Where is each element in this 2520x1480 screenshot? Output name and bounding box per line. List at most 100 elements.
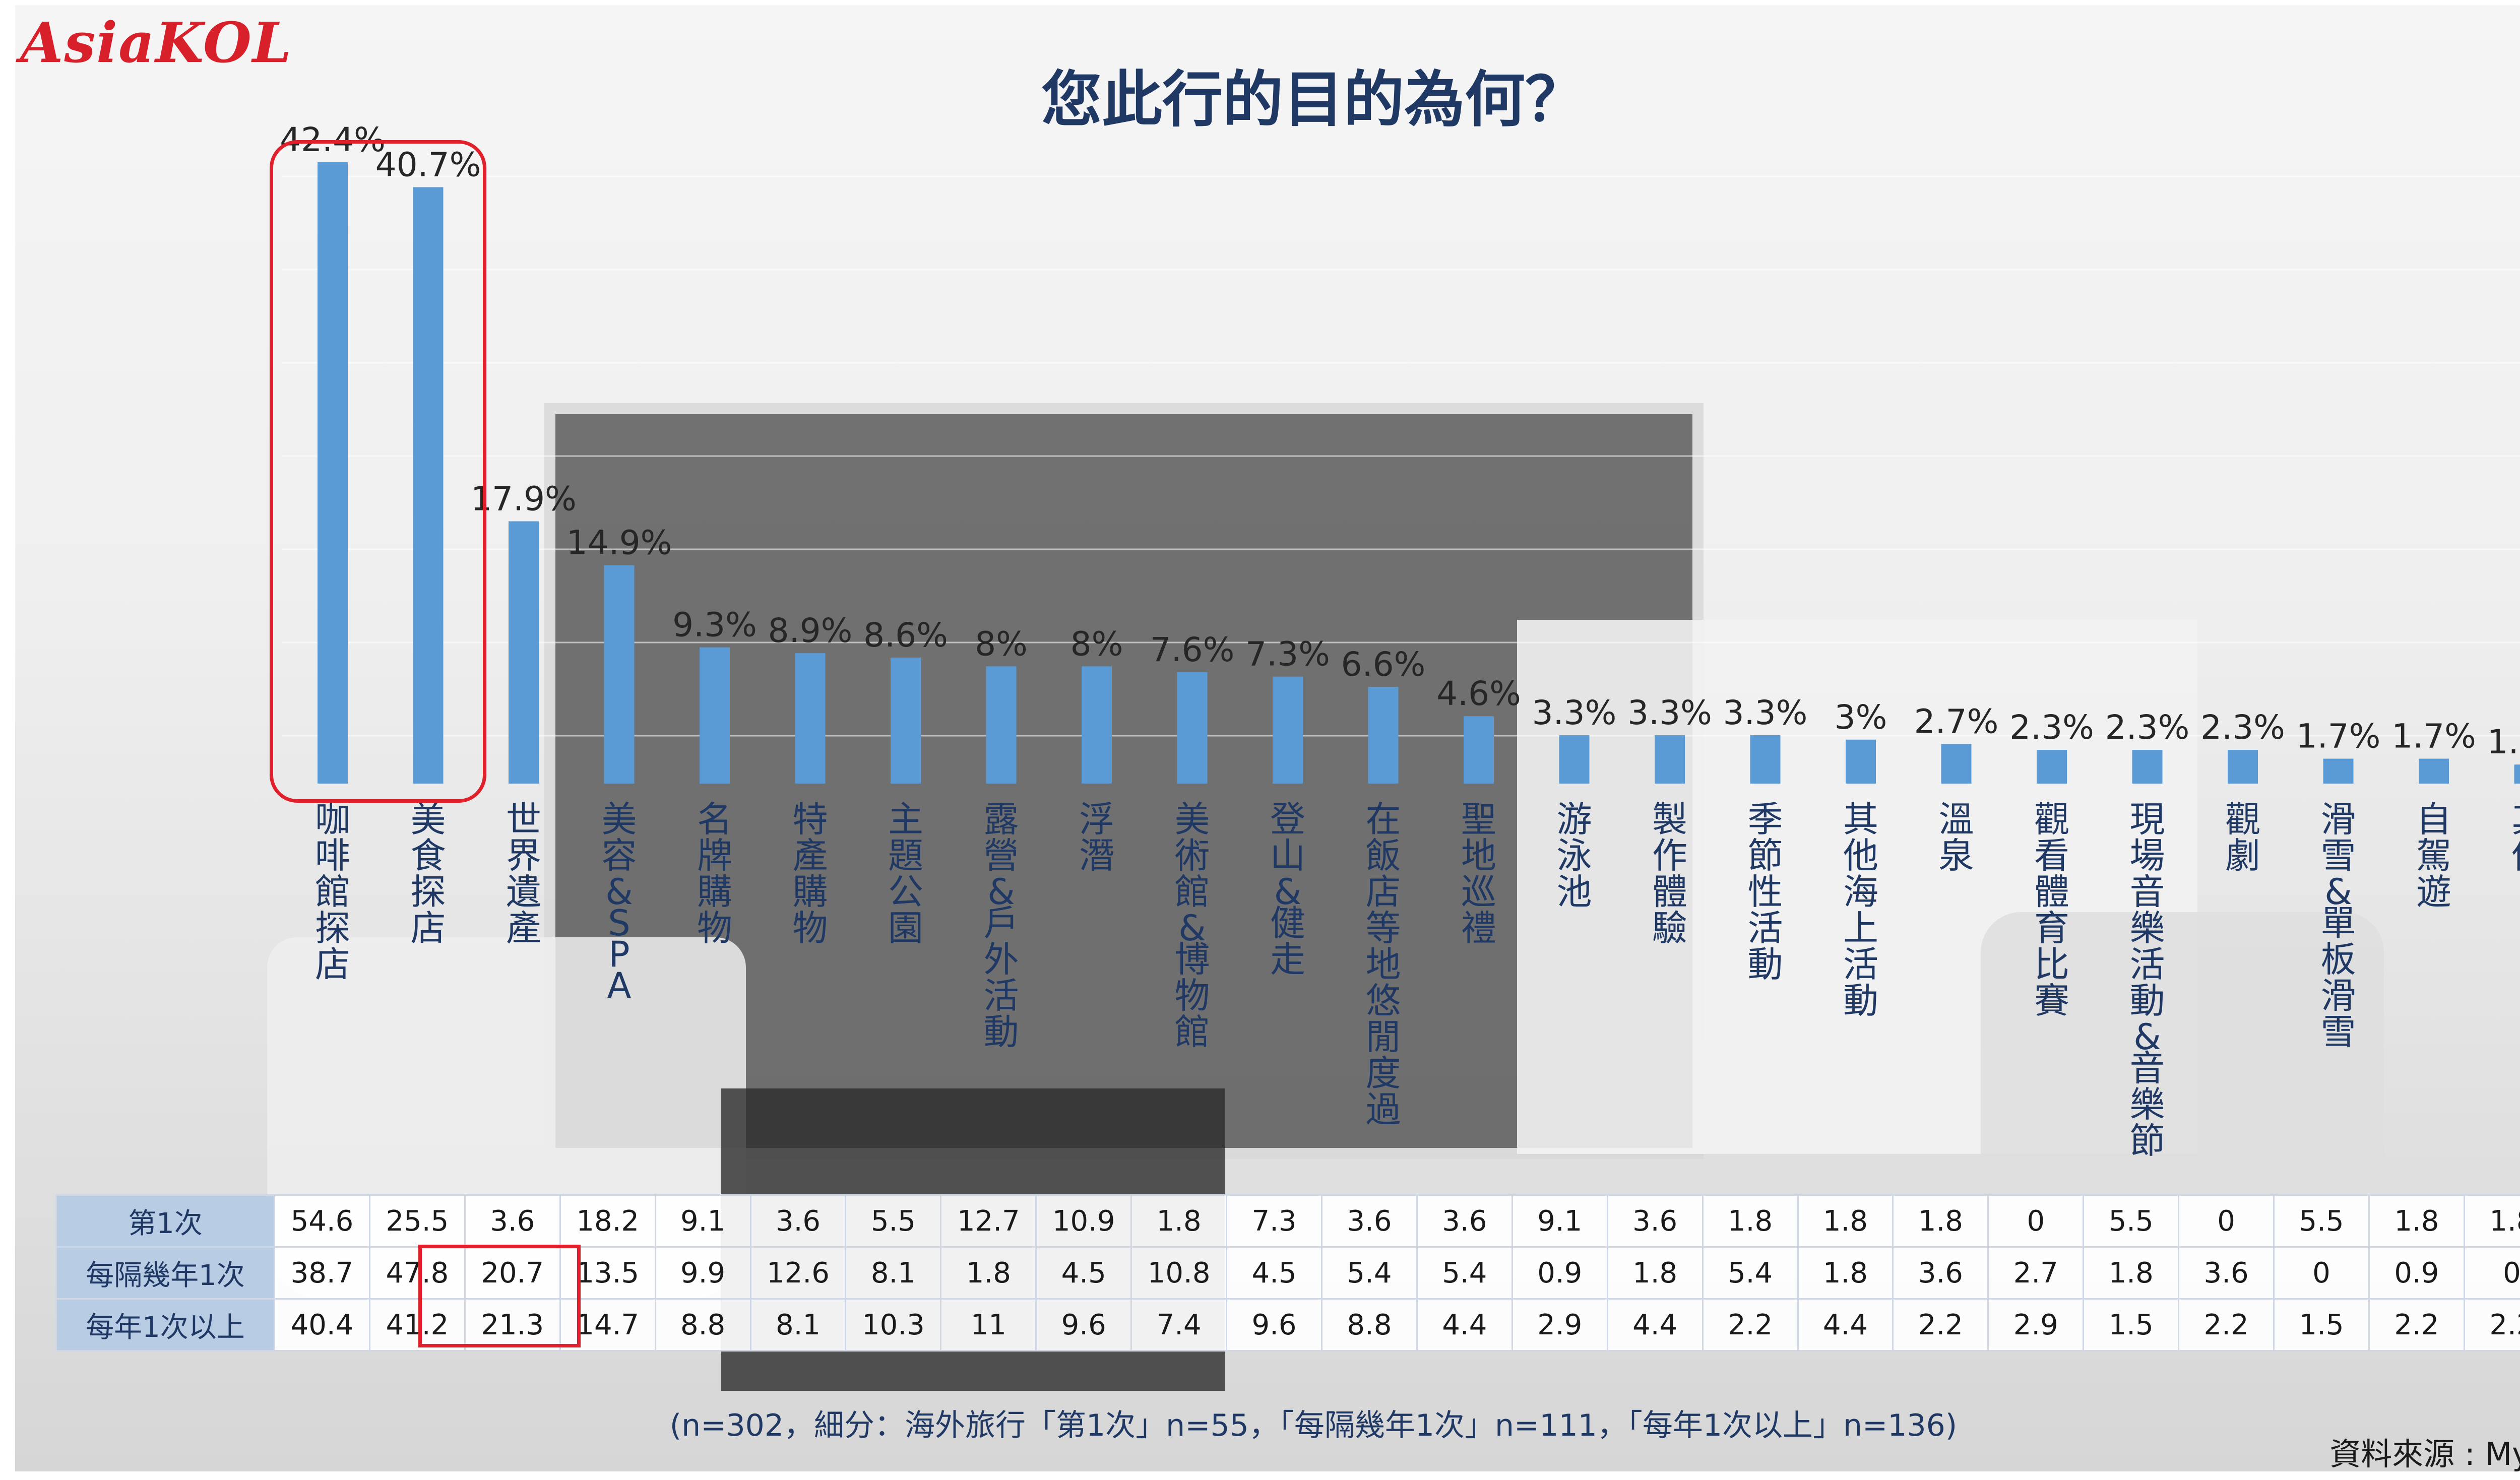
table-cell: 3.6 [749, 1194, 847, 1248]
category-label: 美術館&博物館 [1175, 799, 1210, 1053]
category-label: 世界遺產 [506, 799, 541, 949]
table-cell: 3.6 [1892, 1246, 1989, 1300]
table-cell: 7.4 [1130, 1298, 1228, 1352]
category-label: 美容& S P A [602, 799, 637, 1006]
category-label: 主題公園 [888, 799, 923, 949]
category-label: 溫泉 [1939, 799, 1974, 876]
table-cell: 1.8 [2463, 1194, 2520, 1248]
table-cell: 2.7 [1987, 1246, 2085, 1300]
table-cell: 47.8 [368, 1246, 466, 1300]
table-cell: 5.5 [2083, 1194, 2180, 1248]
top-two-highlight [270, 140, 486, 803]
table-cell: 5.5 [2273, 1194, 2370, 1248]
table-cell: 38.7 [274, 1246, 370, 1300]
bar [2037, 750, 2067, 784]
table-cell: 5.5 [845, 1194, 942, 1248]
data-label: 7.3% [1245, 635, 1330, 674]
table-cell: 4.4 [1797, 1298, 1894, 1352]
bar [1177, 672, 1208, 784]
table-cell: 2.9 [1511, 1298, 1608, 1352]
table-cell: 10.8 [1130, 1246, 1228, 1300]
data-label: 3.3% [1723, 693, 1808, 732]
table-cell: 0 [2463, 1246, 2520, 1300]
table-cell: 0 [2273, 1246, 2370, 1300]
table-cell: 1.8 [940, 1246, 1037, 1300]
bar [1273, 676, 1303, 784]
table-cell: 9.1 [654, 1194, 751, 1248]
data-label: 17.9% [471, 479, 577, 518]
bar [1464, 716, 1494, 784]
bar [318, 162, 348, 784]
table-cell: 9.6 [1226, 1298, 1322, 1352]
table-cell: 3.6 [1320, 1194, 1418, 1248]
bar [2514, 764, 2520, 784]
bar [891, 657, 921, 784]
table-cell: 0.9 [2368, 1246, 2465, 1300]
table-cell: 1.8 [1797, 1194, 1894, 1248]
table-cell: 2.2 [1702, 1298, 1799, 1352]
data-label: 3.3% [1532, 693, 1617, 732]
table-cell: 0 [1987, 1194, 2085, 1248]
table-cell: 9.6 [1035, 1298, 1132, 1352]
table-cell: 2.2 [2463, 1298, 2520, 1352]
data-label: 4.6% [1436, 674, 1521, 713]
table-cell: 5.4 [1320, 1246, 1418, 1300]
bar [1559, 735, 1590, 784]
bar [2132, 750, 2163, 784]
data-label: 2.7% [1914, 702, 1999, 741]
table-row: 第1次 54.6 25.5 3.6 18.2 9.1 3.6 5.5 12.7 10.9 1.8 7.… [55, 1194, 2520, 1248]
table-cell: 2.2 [2178, 1298, 2275, 1352]
data-label: 3.3% [1627, 693, 1712, 732]
category-label: 觀看體育比賽 [2034, 799, 2069, 1021]
bar [413, 187, 444, 784]
table-highlight-box [418, 1245, 581, 1347]
sample-note: (n=302，細分：海外旅行「第1次」n=55，「每隔幾年1次」n=111，「每… [669, 1408, 1958, 1443]
table-cell: 12.6 [749, 1246, 847, 1300]
data-label: 3% [1835, 698, 1887, 737]
table-cell: 18.2 [559, 1194, 656, 1248]
category-label: 自駕遊 [2416, 799, 2451, 913]
table-cell: 10.9 [1035, 1194, 1132, 1248]
table-cell: 9.9 [654, 1246, 751, 1300]
table-cell: 2.2 [1892, 1298, 1989, 1352]
table-cell: 3.6 [2178, 1246, 2275, 1300]
category-label: 浮潛 [1079, 799, 1114, 876]
data-label: 1.3% [2487, 723, 2520, 761]
bar [2228, 750, 2258, 784]
category-label: 咖啡館探店 [315, 799, 350, 985]
table-cell: 2.9 [1987, 1298, 2085, 1352]
category-label: 現場音樂活動&音樂節 [2130, 799, 2165, 1162]
table-cell: 5.4 [1702, 1246, 1799, 1300]
table-cell: 10.3 [845, 1298, 942, 1352]
source-label: 資料來源 : Mynavi [2329, 1436, 2520, 1472]
category-label: 登山&健走 [1270, 799, 1305, 980]
table-cell: 3.6 [464, 1194, 561, 1248]
table-cell: 20.7 [464, 1246, 561, 1300]
category-label: 聖地巡禮 [1461, 799, 1496, 949]
data-label: 8.9% [768, 611, 853, 650]
table-cell: 8.8 [1320, 1298, 1418, 1352]
table-cell: 11 [940, 1298, 1037, 1352]
bar [1846, 739, 1876, 784]
bar [1750, 735, 1781, 784]
table-cell: 1.8 [2083, 1246, 2180, 1300]
category-label: 名牌購物 [697, 799, 732, 949]
table-cell: 25.5 [368, 1194, 466, 1248]
category-label: 美食探店 [411, 799, 446, 949]
row-label: 第1次 [55, 1194, 275, 1248]
table-cell: 41.2 [368, 1298, 466, 1352]
table-cell: 21.3 [464, 1298, 561, 1352]
table-cell: 1.8 [1130, 1194, 1228, 1248]
table-cell: 3.6 [1416, 1194, 1513, 1248]
category-label: 其他 [2512, 799, 2520, 876]
asiakol-logo: AsiaKOL [20, 10, 293, 75]
data-label: 1.7% [2391, 717, 2476, 756]
table-row: 每年1次以上 40.4 41.2 21.3 14.7 8.8 8.1 10.3 11 9.6 7.4… [55, 1298, 2520, 1352]
table-cell: 8.1 [749, 1298, 847, 1352]
row-label: 每隔幾年1次 [55, 1246, 275, 1300]
table-cell: 14.7 [559, 1298, 656, 1352]
table-cell: 8.8 [654, 1298, 751, 1352]
bar [2323, 758, 2354, 784]
data-label: 2.3% [2009, 708, 2094, 747]
bar [1655, 735, 1685, 784]
